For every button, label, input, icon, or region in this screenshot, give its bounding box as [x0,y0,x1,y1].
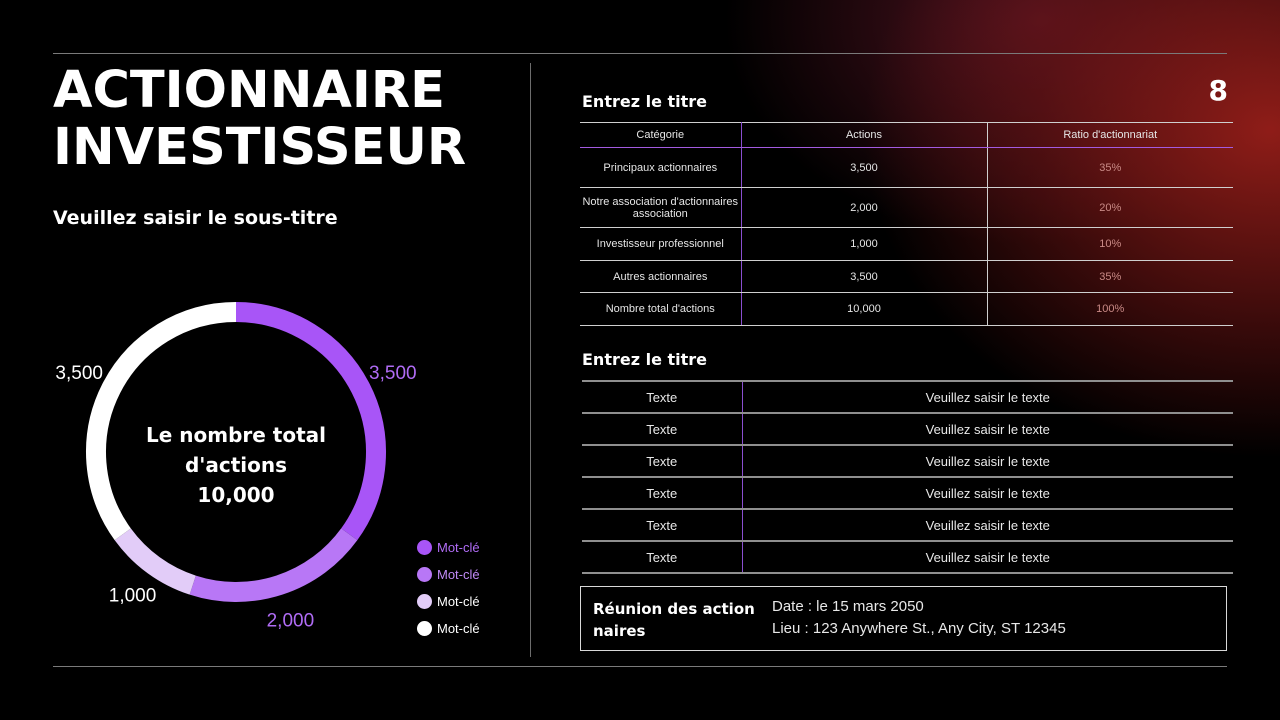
table2-title: Entrez le titre [582,350,708,369]
legend-swatch [417,621,432,636]
cell-ratio: 35% [987,147,1233,188]
page-title: ACTIONNAIRE INVESTISSEUR [53,62,466,176]
legend-label: Mot-clé [437,621,480,636]
legend-swatch [417,540,432,555]
legend-label: Mot-clé [437,594,480,609]
center-line-3: 10,000 [197,483,274,507]
cell-ratio: 20% [987,187,1233,228]
cell-key: Texte [582,477,743,510]
center-line-2: d'actions [185,453,287,477]
table-row: Autres actionnaires 3,500 35% [580,260,1233,293]
table-row: Texte Veuillez saisir le texte [582,380,1233,414]
legend-item: Mot-clé [417,561,480,588]
legend-swatch [417,567,432,582]
table-row: Notre association d'actionnaires associa… [580,187,1233,228]
cell-category: Investisseur professionnel [580,227,742,261]
donut-value-label-4: 3,500 [55,363,103,384]
table-row: Nombre total d'actions 10,000 100% [580,292,1233,326]
bottom-divider [53,666,1227,667]
cell-actions: 10,000 [741,292,988,326]
table1-title: Entrez le titre [582,92,708,111]
table-row: Texte Veuillez saisir le texte [582,445,1233,478]
cell-category: Nombre total d'actions [580,292,742,326]
cell-value: Veuillez saisir le texte [742,541,1233,574]
cell-actions: 1,000 [741,227,988,261]
cell-value: Veuillez saisir le texte [742,380,1233,414]
legend-item: Mot-clé [417,534,480,561]
legend-label: Mot-clé [437,567,480,582]
shareholder-table: Catégorie Actions Ratio d'actionnariat P… [580,122,1233,326]
page-subtitle: Veuillez saisir le sous-titre [53,207,338,229]
meeting-info-box: Réunion des action naires Date : le 15 m… [580,586,1227,651]
cell-category: Autres actionnaires [580,260,742,293]
donut-center-text: Le nombre total d'actions 10,000 [146,423,326,507]
legend-label: Mot-clé [437,540,480,555]
legend-item: Mot-clé [417,615,480,642]
cell-key: Texte [582,380,743,414]
cell-category: Principaux actionnaires [580,147,742,188]
table-row: Texte Veuillez saisir le texte [582,541,1233,574]
donut-value-labels: 3,500 2,000 1,000 3,500 [55,363,416,631]
donut-slice-2 [189,528,358,602]
cell-key: Texte [582,445,743,478]
chart-legend: Mot-clé Mot-clé Mot-clé Mot-clé [417,534,480,642]
page-number: 8 [1208,74,1228,107]
donut-slice-1 [235,302,386,541]
cell-actions: 3,500 [741,260,988,293]
donut-value-label-2: 2,000 [267,610,315,631]
meeting-title: Réunion des action naires [593,600,755,640]
table-row: Texte Veuillez saisir le texte [582,477,1233,510]
table-row: Principaux actionnaires 3,500 35% [580,147,1233,188]
cell-ratio: 100% [987,292,1233,326]
cell-value: Veuillez saisir le texte [742,445,1233,478]
cell-actions: 3,500 [741,147,988,188]
cell-category: Notre association d'actionnaires associa… [580,187,742,228]
cell-key: Texte [582,541,743,574]
table-row: Investisseur professionnel 1,000 10% [580,227,1233,261]
header-ratio: Ratio d'actionnariat [987,122,1233,148]
table-row: Texte Veuillez saisir le texte [582,413,1233,446]
legend-item: Mot-clé [417,588,480,615]
legend-swatch [417,594,432,609]
table-row: Texte Veuillez saisir le texte [582,509,1233,542]
text-table: Texte Veuillez saisir le texte Texte Veu… [582,380,1233,574]
cell-value: Veuillez saisir le texte [742,413,1233,446]
title-line-1: ACTIONNAIRE [53,61,445,120]
cell-ratio: 35% [987,260,1233,293]
table-header-row: Catégorie Actions Ratio d'actionnariat [580,122,1233,148]
donut-value-label-3: 1,000 [109,585,157,606]
header-actions: Actions [741,122,988,148]
donut-value-label-1: 3,500 [369,363,417,384]
meeting-place: Lieu : 123 Anywhere St., Any City, ST 12… [772,620,1066,637]
column-divider [530,63,531,657]
center-line-1: Le nombre total [146,423,326,447]
top-divider [53,53,1227,54]
cell-actions: 2,000 [741,187,988,228]
title-line-2: INVESTISSEUR [53,118,467,177]
donut-slice-3 [114,528,197,595]
cell-value: Veuillez saisir le texte [742,477,1233,510]
meeting-date: Date : le 15 mars 2050 [772,598,924,615]
header-category: Catégorie [580,122,742,148]
cell-ratio: 10% [987,227,1233,261]
cell-key: Texte [582,509,743,542]
donut-slices [86,302,386,602]
cell-key: Texte [582,413,743,446]
donut-slice-4 [86,302,237,541]
cell-value: Veuillez saisir le texte [742,509,1233,542]
